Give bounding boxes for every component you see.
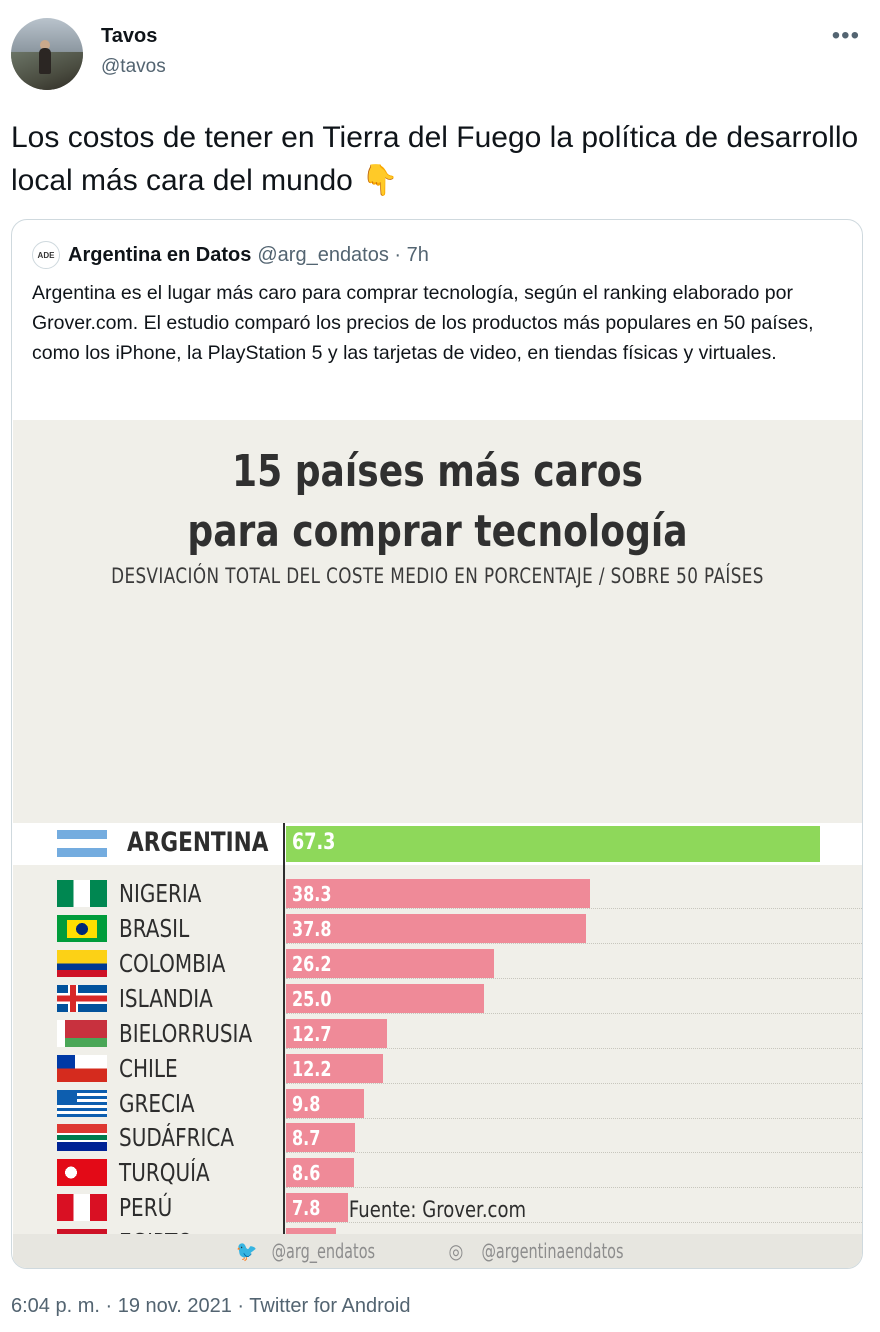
data-label: 12.7 [292,1022,332,1046]
data-label: 26.2 [292,952,332,976]
data-label: 37.8 [292,917,332,941]
data-label: 8.7 [292,1126,321,1150]
chart-row-brasil: BRASIL 37.8 [13,911,862,945]
bar [286,1089,364,1118]
row-gridline [286,1152,862,1153]
bar [286,1019,387,1048]
chart-row-sudáfrica: SUDÁFRICA 8.7 [13,1120,862,1154]
row-gridline [286,1083,862,1084]
row-gridline [286,978,862,979]
chart-row-nigeria: NIGERIA 38.3 [13,876,862,910]
user-handle[interactable]: @tavos [101,56,166,77]
quoted-handle-time: @arg_endatos · 7h [257,243,429,266]
tweet-text-content: Los costos de tener en Tierra del Fuego … [11,121,859,197]
flag-icon [57,1124,107,1151]
instagram-handle-footer: ◎ @argentinaendatos [448,1239,623,1263]
bar [286,1193,348,1222]
row-gridline [286,1187,862,1188]
pointing-down-emoji-icon: 👇 [361,164,399,197]
flag-icon [57,915,107,942]
data-label: 7.8 [292,1196,321,1220]
bar [286,914,586,943]
quoted-user-name[interactable]: Argentina en Datos [68,243,252,266]
flag-icon [57,985,107,1012]
flag-icon [57,1194,107,1221]
chart-row-colombia: COLOMBIA 26.2 [13,946,862,980]
data-label: 9.8 [292,1092,321,1116]
bar [286,949,494,978]
category-label: CHILE [119,1054,178,1083]
chart-row-islandia: ISLANDIA 25.0 [13,981,862,1015]
flag-icon [57,1020,107,1047]
chart-row-chile: CHILE 12.2 [13,1051,862,1085]
data-label: 12.2 [292,1057,332,1081]
twitter-handle-footer: 🐦 @arg_endatos [236,1239,376,1263]
bar [286,1054,383,1083]
row-gridline [286,1222,862,1223]
row-gridline [286,1013,862,1014]
chart-title-line2: para comprar tecnología [187,506,688,557]
infographic-footer: 🐦 @arg_endatos ◎ @argentinaendatos [13,1234,862,1268]
chart-row-grecia: GRECIA 9.8 [13,1086,862,1120]
category-label: BRASIL [119,914,190,943]
row-gridline [286,1118,862,1119]
flag-icon [57,880,107,907]
chart-row-argentina: ARGENTINA 67.3 [13,823,862,865]
chart-row-bielorrusia: BIELORRUSIA 12.7 [13,1016,862,1050]
data-label: 8.6 [292,1161,321,1185]
flag-icon [57,1090,107,1117]
tweet-header: Tavos @tavos ••• [0,0,880,100]
bar [286,1158,355,1187]
category-label: ISLANDIA [119,984,213,1013]
data-label: 67.3 [292,830,336,855]
tweet-text: Los costos de tener en Tierra del Fuego … [11,116,861,202]
category-label: ARGENTINA [127,827,269,858]
tweet-timestamp[interactable]: 6:04 p. m. · 19 nov. 2021 · Twitter for … [11,1295,411,1317]
bar [286,826,820,862]
chart-source: Fuente: Grover.com [348,1198,527,1223]
chart-axis-line [283,823,285,1268]
quoted-tweet[interactable]: ADE Argentina en Datos @arg_endatos · 7h… [11,219,863,1269]
data-label: 25.0 [292,987,332,1011]
chart-row-turquía: TURQUÍA 8.6 [13,1155,862,1189]
category-label: TURQUÍA [119,1158,210,1187]
row-gridline [286,908,862,909]
chart-subtitle: DESVIACIÓN TOTAL DEL COSTE MEDIO EN PORC… [111,564,764,588]
row-gridline [286,943,862,944]
row-gridline [286,1048,862,1049]
category-label: BIELORRUSIA [119,1019,253,1048]
category-label: COLOMBIA [119,949,226,978]
avatar[interactable] [11,18,83,90]
quoted-tweet-text: Argentina es el lugar más caro para comp… [32,282,814,364]
more-icon[interactable]: ••• [831,22,860,49]
user-name[interactable]: Tavos [101,25,158,47]
category-label: NIGERIA [119,879,202,908]
flag-icon [57,1159,107,1186]
chart-row-perú: PERÚ 7.8 [13,1190,862,1224]
category-label: GRECIA [119,1089,195,1118]
category-label: SUDÁFRICA [119,1123,235,1152]
quoted-avatar[interactable]: ADE [32,241,60,269]
bar [286,984,485,1013]
bar [286,879,590,908]
infographic-image[interactable]: 15 países más caros para comprar tecnolo… [13,420,862,1268]
flag-icon [57,830,107,857]
flag-icon [57,1055,107,1082]
chart-title-line1: 15 países más caros [231,446,644,497]
flag-icon [57,950,107,977]
quoted-tweet-header: ADE Argentina en Datos @arg_endatos · 7h [32,241,429,269]
data-label: 38.3 [292,882,332,906]
category-label: PERÚ [119,1193,173,1222]
bar [286,1123,356,1152]
